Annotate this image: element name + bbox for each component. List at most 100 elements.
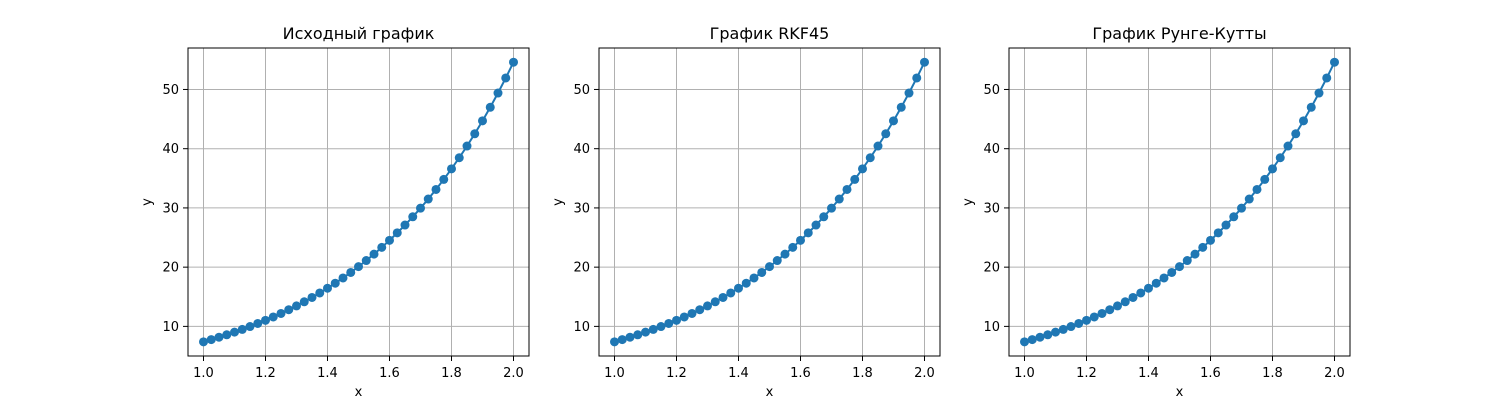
data-point (710, 297, 720, 307)
data-point (1167, 267, 1177, 277)
data-point (369, 249, 379, 259)
data-point (1206, 235, 1215, 245)
data-point (625, 332, 635, 342)
y-tick-label: 20 (983, 261, 1000, 276)
data-point (261, 315, 270, 325)
x-tick-label: 2.0 (914, 366, 935, 381)
data-point (1198, 242, 1208, 252)
data-point (354, 262, 363, 272)
y-tick-label: 10 (573, 320, 590, 335)
x-tick-label: 2.0 (503, 366, 524, 381)
data-point (1159, 273, 1169, 283)
data-point (695, 305, 705, 315)
series-line (1024, 61, 1336, 343)
y-tick-label: 20 (162, 261, 179, 276)
data-point (493, 88, 503, 98)
data-point (1128, 292, 1138, 302)
data-point (672, 315, 681, 325)
data-point (470, 129, 480, 139)
data-point (206, 335, 216, 345)
data-point (687, 308, 697, 318)
y-tick-label: 10 (162, 320, 179, 335)
data-point (765, 262, 774, 272)
plot-frame (187, 47, 530, 357)
data-point (1190, 249, 1200, 259)
plot-frame (1008, 47, 1351, 357)
data-point (1082, 315, 1091, 325)
data-point (423, 194, 433, 204)
data-point (1244, 194, 1254, 204)
data-point (1020, 337, 1029, 347)
data-point (904, 88, 914, 98)
data-point (873, 141, 883, 151)
data-point (1105, 305, 1115, 315)
data-point (1299, 116, 1308, 126)
data-point (1113, 301, 1122, 311)
x-tick-label: 1.0 (1014, 366, 1035, 381)
x-tick-label: 1.6 (790, 366, 811, 381)
data-point (400, 220, 410, 230)
x-axis-label: x (355, 385, 363, 400)
data-point (268, 312, 278, 322)
y-tick-label: 40 (162, 142, 179, 157)
data-point (703, 301, 712, 311)
y-axis-label: y (551, 198, 566, 206)
data-point (1027, 335, 1037, 345)
data-point (1291, 129, 1301, 139)
data-point (1144, 283, 1153, 293)
data-point (230, 327, 239, 337)
data-point (1074, 318, 1084, 328)
data-point (1314, 88, 1324, 98)
data-point (485, 102, 495, 112)
chart-title: Исходный график (283, 24, 435, 43)
data-point (199, 337, 208, 347)
data-point (346, 267, 356, 277)
y-tick-label: 40 (573, 142, 590, 157)
x-tick-label: 1.6 (379, 366, 400, 381)
data-point (292, 301, 301, 311)
data-point (796, 235, 805, 245)
data-point (1051, 327, 1060, 337)
data-point (385, 235, 394, 245)
series-line (203, 61, 515, 343)
x-tick-label: 1.0 (604, 366, 625, 381)
data-point (757, 267, 767, 277)
data-point (1043, 330, 1053, 340)
data-point (462, 141, 472, 151)
data-point (377, 242, 387, 252)
y-axis-label: y (140, 198, 155, 206)
data-point (361, 256, 371, 266)
data-point (726, 288, 736, 298)
data-point (1136, 288, 1146, 298)
data-point (641, 327, 650, 337)
data-point (741, 278, 751, 288)
data-point (1035, 332, 1045, 342)
data-point (1229, 212, 1239, 222)
x-tick-label: 1.6 (1200, 366, 1221, 381)
x-tick-label: 1.4 (317, 366, 338, 381)
data-point (734, 283, 743, 293)
data-point (1306, 102, 1316, 112)
data-point (834, 194, 844, 204)
y-tick-label: 50 (573, 83, 590, 98)
data-point (299, 297, 309, 307)
series-line (614, 61, 926, 343)
data-point (323, 283, 332, 293)
data-point (679, 312, 689, 322)
data-point (819, 212, 829, 222)
data-point (749, 273, 759, 283)
data-point (1237, 203, 1246, 213)
data-point (501, 73, 511, 83)
data-point (330, 278, 340, 288)
data-point (1097, 308, 1107, 318)
x-tick-label: 1.0 (193, 366, 214, 381)
data-point (633, 330, 643, 340)
chart-panel-1: 1.0 1.2 1.4 1.6 1.8 2.0 10 20 30 40 50 Исходный гра… (140, 24, 530, 400)
data-point (858, 164, 867, 174)
data-point (664, 318, 674, 328)
data-point (912, 73, 922, 83)
data-point (1213, 228, 1223, 238)
data-point (1182, 256, 1192, 266)
data-point (237, 324, 247, 334)
data-point (307, 292, 317, 302)
